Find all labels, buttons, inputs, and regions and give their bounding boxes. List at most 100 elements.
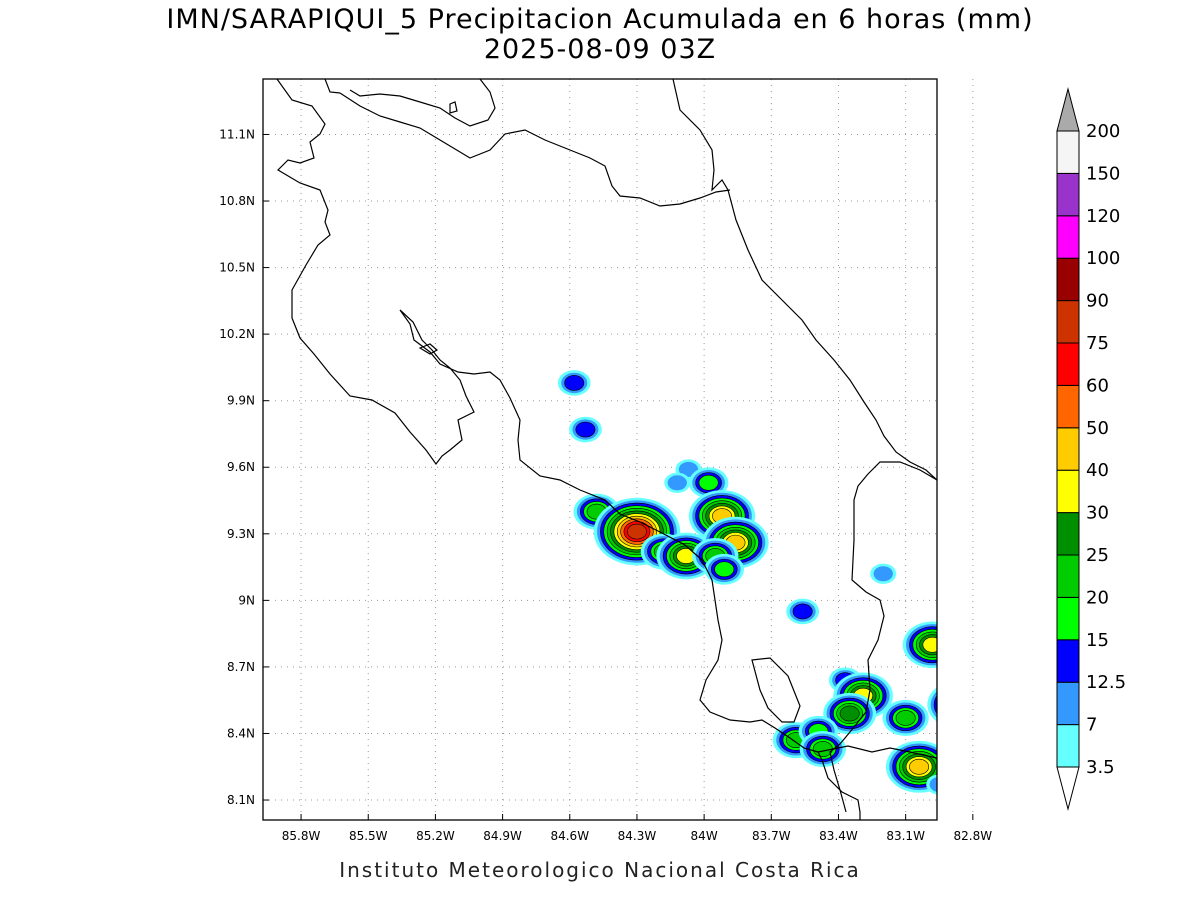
precip-contour [575, 421, 596, 438]
precip-contour [698, 474, 719, 491]
colorbar-swatch [1056, 215, 1080, 259]
precip-contour [933, 695, 937, 714]
precip-cell [926, 774, 937, 795]
precip-cell [664, 472, 691, 493]
colorbar-low-arrow [1056, 766, 1080, 811]
precip-cell [1001, 754, 1034, 780]
lon-tick-label: 84W [691, 829, 718, 843]
precip-contour [667, 475, 687, 491]
colorbar-level-label: 30 [1086, 503, 1109, 524]
colorbar-level-label: 90 [1086, 291, 1109, 312]
colorbar-level-label: 120 [1086, 206, 1120, 227]
colorbar-high-arrow [1056, 87, 1080, 132]
map-title: IMN/SARAPIQUI_5 Precipitacion Acumulada … [166, 4, 1034, 35]
lat-tick-label: 8.4N [227, 726, 255, 740]
colorbar-level-label: 50 [1086, 418, 1109, 439]
lat-tick-label: 9.3N [227, 527, 255, 541]
precip-cell [902, 621, 937, 669]
precip-cell [823, 692, 877, 735]
lon-tick-label: 83.7W [752, 829, 791, 843]
precip-cell [799, 730, 846, 768]
colorbar-swatch [1056, 469, 1080, 514]
coastline [276, 79, 937, 820]
precip-contour [626, 523, 647, 540]
precip-contour [922, 636, 937, 653]
footer-credit: Instituto Meteorologico Nacional Costa R… [339, 858, 861, 882]
precip-cell [704, 553, 745, 585]
colorbar-swatch [1056, 300, 1080, 344]
colorbar-level-label: 150 [1086, 163, 1120, 184]
precip-contour [873, 566, 893, 582]
precip-cell [569, 416, 602, 443]
burica-peninsula [817, 745, 937, 759]
lat-tick-label: 8.7N [227, 660, 255, 674]
colorbar-swatch [1056, 639, 1080, 683]
colorbar-swatch [1056, 130, 1080, 174]
colorbar-swatch [1056, 257, 1080, 302]
precip-cell [786, 598, 820, 625]
pacific-coastline [276, 79, 861, 820]
colorbar-swatch [1056, 427, 1080, 471]
colorbar-swatch [1056, 596, 1080, 641]
precip-contour [714, 561, 735, 578]
panama-border [829, 461, 937, 813]
precip-contour [895, 710, 916, 726]
precip-contour [1008, 759, 1027, 774]
lon-tick-label: 85.2W [416, 829, 455, 843]
lat-tick-label: 10.2N [219, 327, 255, 341]
precip-contour [1001, 754, 1034, 780]
lon-tick-label: 85.8W [282, 829, 321, 843]
colorbar-swatch [1056, 724, 1080, 768]
precip-contour [929, 777, 937, 792]
lon-tick-label: 83.1W [886, 829, 925, 843]
colorbar-level-label: 100 [1086, 248, 1120, 269]
colorbar-level-label: 15 [1086, 630, 1109, 651]
precip-cell [557, 370, 591, 396]
colorbar-level-label: 60 [1086, 375, 1109, 396]
precip-contour [947, 697, 966, 712]
precip-cell [927, 687, 976, 722]
nicaragua-lake-shore [324, 79, 496, 127]
colorbar: 3.5 7 12.5 15 20 25 30 40 50 60 75 90 100 120 150 200 [1056, 87, 1126, 811]
colorbar-level-label: 12.5 [1086, 672, 1126, 693]
map-subtitle: 2025-08-09 03Z [483, 34, 717, 65]
lat-tick-label: 9.9N [227, 394, 255, 408]
lon-tick-label: 83.4W [819, 829, 858, 843]
precipitation-field [557, 370, 1034, 795]
precip-contour [909, 758, 930, 775]
colorbar-swatch [1056, 554, 1080, 598]
precip-cell [882, 699, 929, 736]
osa-peninsula [751, 657, 801, 723]
lon-tick-label: 84.3W [618, 829, 657, 843]
map-frame [262, 78, 938, 821]
colorbar-swatch [1056, 512, 1080, 556]
lon-tick-label: 82.8W [954, 829, 993, 843]
precip-contour [937, 689, 976, 720]
nicoya-island [418, 343, 439, 355]
precip-contour [944, 694, 970, 714]
caribbean-coastline [672, 79, 937, 481]
colorbar-swatch [1056, 384, 1080, 429]
island [449, 101, 458, 114]
precip-contour [792, 603, 813, 620]
lon-tick-label: 84.6W [550, 829, 589, 843]
lon-tick-label: 85.5W [349, 829, 388, 843]
precip-contour [564, 375, 585, 391]
lat-tick-label: 8.1N [227, 793, 255, 807]
colorbar-level-label: 25 [1086, 545, 1109, 566]
colorbar-level-label: 200 [1086, 121, 1120, 142]
precip-cell [870, 563, 897, 584]
colorbar-level-label: 75 [1086, 333, 1109, 354]
precip-contour [1005, 757, 1031, 777]
lat-tick-label: 10.5N [219, 261, 255, 275]
lon-tick-label: 84.9W [483, 829, 522, 843]
colorbar-swatch [1056, 342, 1080, 386]
precip-contour [930, 691, 937, 719]
colorbar-level-label: 3.5 [1086, 757, 1115, 778]
colorbar-level-label: 7 [1086, 715, 1097, 736]
colorbar-swatch [1056, 172, 1080, 217]
lat-tick-label: 11.1N [219, 127, 255, 141]
precip-cell [885, 740, 937, 793]
axis-ticks: 85.8W 85.5W 85.2W 84.9W 84.6W 84.3W 84W 83.7W 83… [219, 127, 992, 843]
